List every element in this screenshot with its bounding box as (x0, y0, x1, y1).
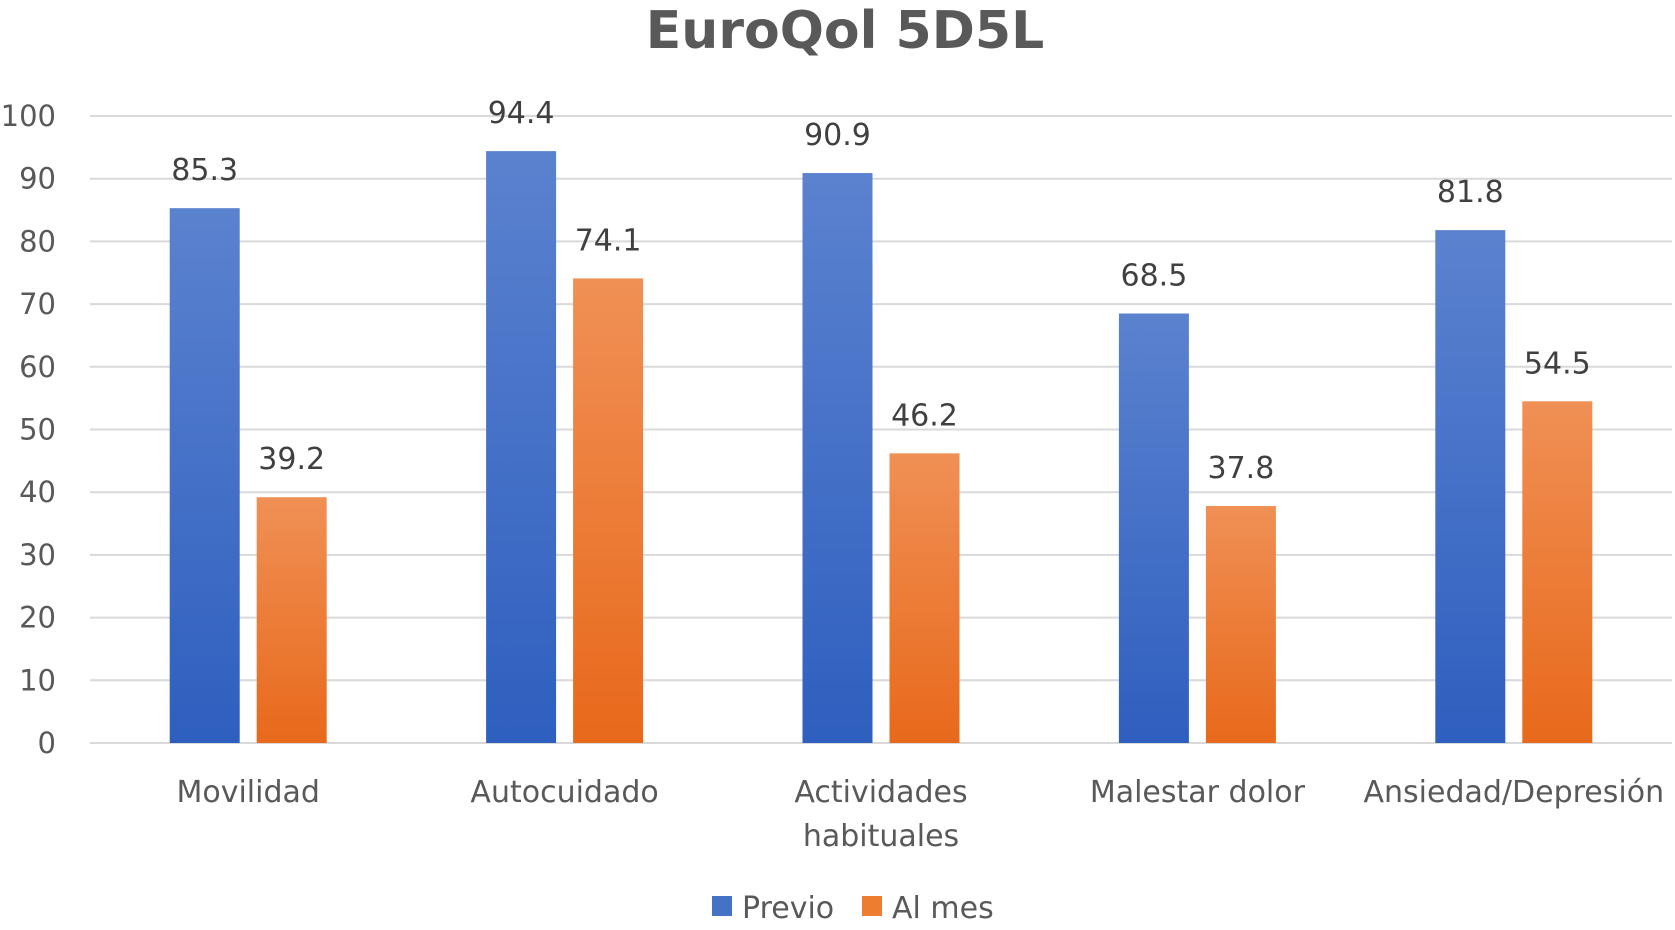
data-label: 81.8 (1437, 175, 1504, 210)
gridlines (90, 115, 1672, 744)
y-tick-label: 0 (38, 726, 56, 760)
bar-previo (1118, 313, 1189, 743)
category-label: habituales (803, 819, 959, 854)
bar-al-mes (573, 278, 644, 743)
y-tick-label: 100 (1, 99, 56, 133)
category-label: Actividades (794, 775, 967, 810)
bar-previo (169, 208, 240, 743)
y-tick-label: 10 (19, 663, 56, 697)
y-tick-label: 60 (19, 350, 56, 384)
data-label: 74.1 (575, 223, 642, 258)
y-axis-tick-labels: 0 10 20 30 40 50 60 70 80 90 100 (1, 99, 56, 760)
legend-label: Previo (742, 891, 834, 926)
data-label: 37.8 (1208, 451, 1275, 486)
data-label: 54.5 (1524, 346, 1591, 381)
y-tick-label: 80 (19, 224, 56, 258)
category-label: Ansiedad/Depresión (1363, 775, 1664, 810)
y-tick-label: 20 (19, 601, 56, 635)
chart-title: EuroQol 5D5L (646, 1, 1044, 61)
category-labels: Movilidad Autocuidado Actividades habituale… (176, 775, 1664, 854)
data-label: 39.2 (258, 442, 325, 477)
data-label: 94.4 (488, 96, 555, 131)
bar-al-mes (1522, 401, 1593, 743)
data-label: 90.9 (804, 118, 871, 153)
category-label: Movilidad (176, 775, 319, 810)
legend-swatch-al-mes (862, 896, 882, 916)
y-tick-label: 70 (19, 287, 56, 321)
category-label: Autocuidado (470, 775, 658, 810)
data-labels: 85.3 39.2 94.4 74.1 90.9 46.2 68.5 37.8 81.8 54.5 (171, 96, 1590, 486)
bars (169, 151, 1593, 743)
data-label: 68.5 (1121, 259, 1188, 294)
bar-al-mes (256, 497, 327, 743)
legend-swatch-previo (712, 896, 732, 916)
legend: Previo Al mes (712, 891, 994, 926)
bar-previo (1435, 230, 1506, 743)
category-label: Malestar dolor (1090, 775, 1306, 810)
y-tick-label: 90 (19, 162, 56, 196)
y-tick-label: 40 (19, 475, 56, 509)
bar-al-mes (889, 453, 960, 743)
legend-label: Al mes (892, 891, 994, 926)
bar-al-mes (1205, 505, 1276, 743)
y-tick-label: 30 (19, 538, 56, 572)
data-label: 85.3 (171, 153, 238, 188)
y-tick-label: 50 (19, 413, 56, 447)
bar-previo (802, 173, 873, 743)
data-label: 46.2 (891, 398, 958, 433)
bar-previo (486, 151, 557, 743)
